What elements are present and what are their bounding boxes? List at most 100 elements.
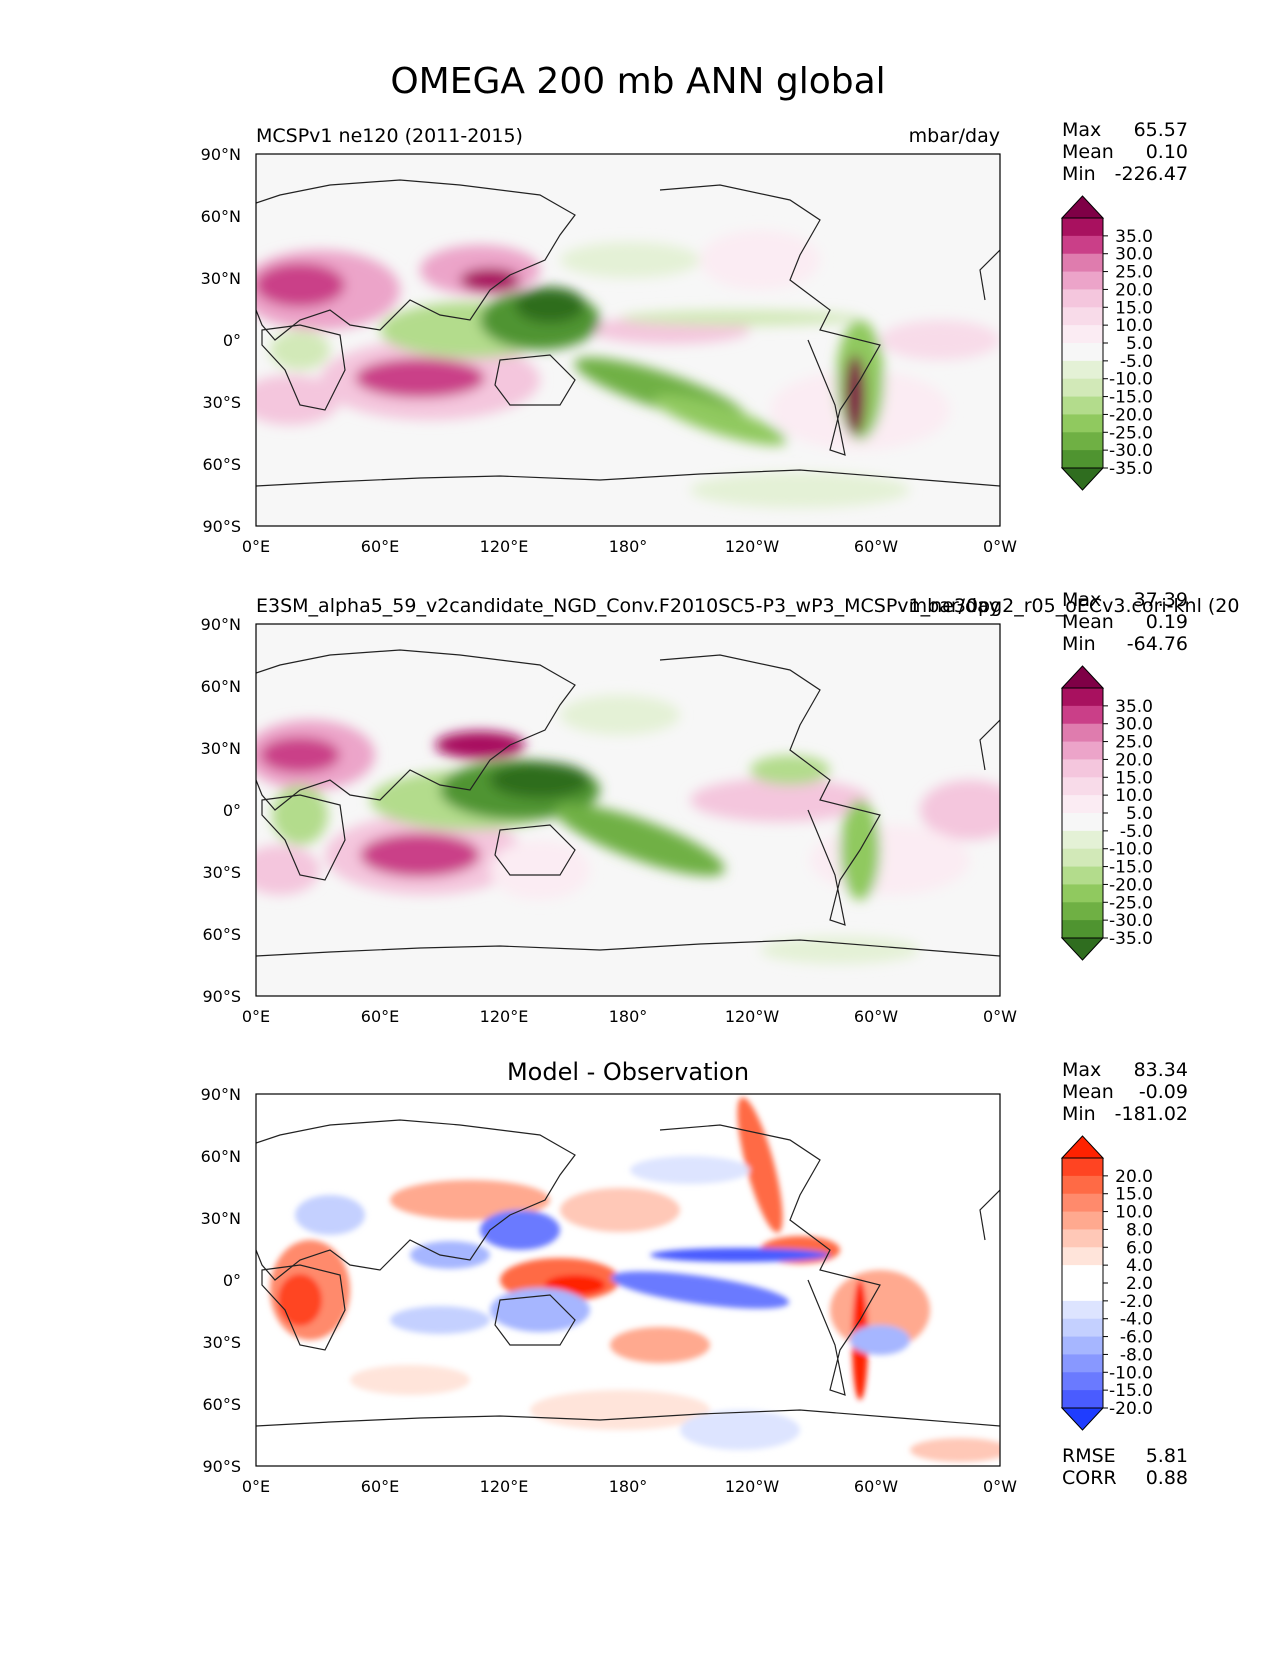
colorbar-extend-max — [1060, 665, 1105, 689]
colorbar-tick-label: -5.0 — [1120, 352, 1153, 372]
colorbar-band — [1062, 795, 1103, 814]
field-blob — [355, 358, 485, 398]
field-blob — [515, 287, 585, 323]
field-blob — [390, 1180, 550, 1220]
panel-units: mbar/day — [909, 595, 1000, 617]
colorbar-tick-label: -30.0 — [1109, 911, 1153, 931]
field-blob — [256, 845, 320, 895]
field-blob — [690, 472, 910, 508]
colorbar-tick-label: 5.0 — [1126, 804, 1153, 824]
colorbar-band — [1062, 414, 1103, 433]
colorbar-band — [1062, 1336, 1103, 1355]
lon-tick-label: 120°W — [725, 1007, 780, 1026]
colorbar-band — [1062, 1354, 1103, 1373]
metric-corr-value: 0.88 — [1146, 1467, 1188, 1489]
lon-tick-label: 120°E — [480, 1477, 529, 1496]
colorbar-tick-label: 20.0 — [1115, 1167, 1153, 1187]
field-blob — [530, 1390, 710, 1430]
stat-min-label: Min — [1062, 163, 1096, 185]
lon-tick-label: 60°W — [854, 1007, 898, 1026]
field-blob — [560, 1188, 680, 1232]
field-blob — [480, 1210, 560, 1250]
field-blob — [560, 242, 700, 278]
stat-min-value: -64.76 — [1127, 633, 1188, 655]
colorbar-tick-label: 35.0 — [1115, 227, 1153, 247]
field-blob — [653, 394, 787, 446]
stat-mean-label: Mean — [1062, 141, 1114, 163]
metric-rmse-value: 5.81 — [1146, 1445, 1188, 1467]
field-blob — [700, 230, 820, 290]
colorbar-band — [1062, 848, 1103, 868]
colorbar-band — [1062, 1318, 1103, 1338]
colorbar-tick-label: -15.0 — [1109, 388, 1153, 408]
field-blob — [920, 780, 1000, 840]
colorbar: 20.015.010.08.06.04.02.0-2.0-4.0-6.0-8.0… — [1060, 1135, 1153, 1431]
colorbar-band — [1062, 325, 1103, 344]
lat-tick-label: 30°N — [201, 739, 241, 758]
stat-max-value: 83.34 — [1134, 1059, 1188, 1081]
lon-ticks: 0°E 60°E 120°E 180° 120°W 60°W 0°W — [242, 1477, 1017, 1496]
panel-title-left: E3SM_alpha5_59_v2candidate_NGD_Conv.F201… — [256, 595, 1239, 617]
colorbar-tick-label: 30.0 — [1115, 715, 1153, 735]
colorbar-tick-label: -15.0 — [1109, 1381, 1153, 1401]
lat-ticks: 90°N 60°N 30°N 0° 30°S 60°S 90°S — [201, 145, 241, 536]
field-blob — [278, 1274, 322, 1326]
lat-tick-label: 90°S — [202, 517, 241, 536]
lat-tick-label: 90°N — [201, 145, 241, 164]
lat-tick-label: 30°S — [202, 863, 241, 882]
colorbar-band — [1062, 777, 1103, 796]
colorbar-tick-label: 6.0 — [1126, 1238, 1153, 1258]
field-blob — [410, 1241, 490, 1269]
map-frame — [255, 1093, 1001, 1467]
stat-min-value: -181.02 — [1115, 1103, 1188, 1125]
colorbar-band — [1062, 396, 1103, 415]
lon-ticks: 0°E 60°E 120°E 180° 120°W 60°W 0°W — [242, 1007, 1017, 1026]
colorbar-tick-label: -10.0 — [1109, 840, 1153, 860]
lat-ticks: 90°N 60°N 30°N 0° 30°S 60°S 90°S — [201, 1085, 241, 1476]
colorbar: 35.030.025.020.015.010.05.0-5.0-10.0-15.… — [1060, 665, 1153, 961]
field-blob — [880, 320, 1000, 360]
lat-tick-label: 60°N — [201, 677, 241, 696]
field-blob — [610, 1271, 790, 1309]
colorbar-tick-label: 25.0 — [1115, 733, 1153, 753]
colorbar-tick-label: 2.0 — [1126, 1274, 1153, 1294]
field-blob — [845, 355, 865, 435]
lat-tick-label: 90°N — [201, 615, 241, 634]
colorbar-band — [1062, 813, 1103, 832]
lon-tick-label: 180° — [609, 537, 648, 556]
land-outline — [256, 1119, 1000, 1427]
lat-tick-label: 60°S — [202, 1395, 241, 1414]
colorbar-band — [1062, 1247, 1103, 1266]
field-blob — [850, 1325, 910, 1355]
colorbar-tick-label: 4.0 — [1126, 1256, 1153, 1276]
lon-tick-label: 180° — [609, 1477, 648, 1496]
panel-title-center: Model - Observation — [507, 1058, 749, 1086]
colorbar-band — [1062, 450, 1103, 469]
colorbar-tick-label: 25.0 — [1115, 263, 1153, 283]
colorbar-tick-label: 10.0 — [1115, 786, 1153, 806]
lon-tick-label: 60°W — [854, 1477, 898, 1496]
colorbar-band — [1062, 360, 1103, 380]
colorbar-band — [1062, 705, 1103, 725]
lon-tick-label: 0°E — [242, 537, 270, 556]
colorbar-tick-label: -10.0 — [1109, 1363, 1153, 1383]
stat-mean-value: 0.19 — [1146, 611, 1188, 633]
colorbar-band — [1062, 830, 1103, 850]
colorbar-band — [1062, 378, 1103, 398]
colorbar-tick-label: 8.0 — [1126, 1220, 1153, 1240]
field-blob — [680, 1410, 800, 1450]
field-blob — [620, 310, 860, 326]
stat-max-value: 37.39 — [1134, 589, 1188, 611]
stat-max-label: Max — [1062, 1059, 1101, 1081]
colorbar-tick-label: 20.0 — [1115, 280, 1153, 300]
field-blob — [560, 695, 680, 735]
field-blob — [650, 1248, 830, 1262]
stat-max-label: Max — [1062, 119, 1101, 141]
field-blob — [810, 825, 970, 895]
stats-block: Max 83.34 Mean -0.09 Min -181.02 — [1062, 1059, 1188, 1125]
figure-title: OMEGA 200 mb ANN global — [390, 61, 885, 102]
colorbar-band — [1062, 1372, 1103, 1391]
stat-mean-label: Mean — [1062, 611, 1114, 633]
lon-tick-label: 60°E — [361, 537, 399, 556]
